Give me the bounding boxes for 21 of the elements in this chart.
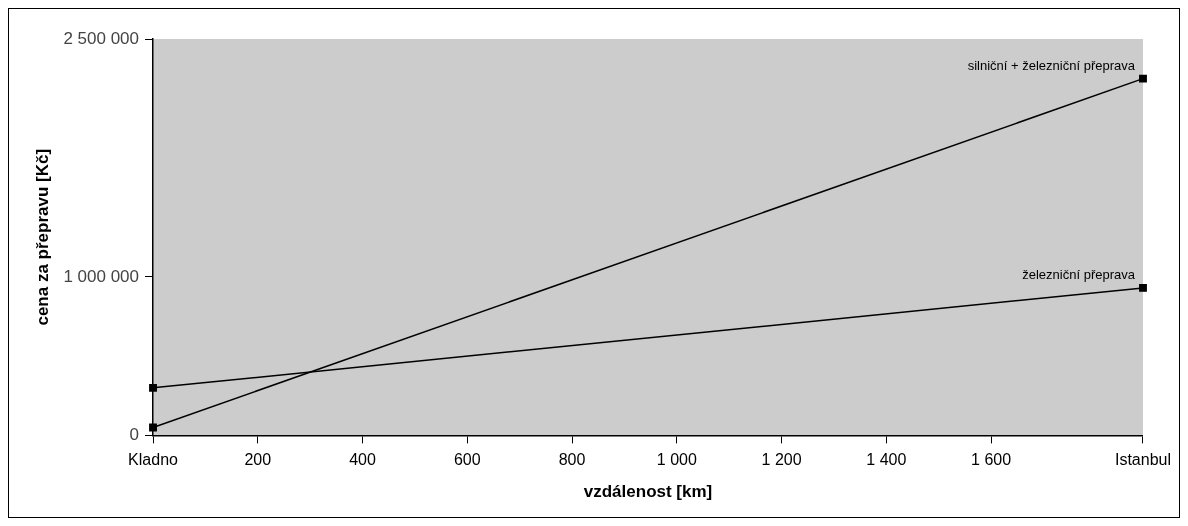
- point: [1139, 74, 1147, 83]
- series-label: železniční přeprava: [1022, 267, 1136, 283]
- y-axis-title: cena za přepravu [Kč]: [32, 148, 52, 326]
- x-tick-label: 1 400: [866, 451, 907, 469]
- y-tick-label: 1 000 000: [63, 266, 140, 286]
- x-tick-label: 400: [349, 451, 376, 469]
- x-tick-label: Istanbul: [1114, 451, 1171, 469]
- x-tick-label: 1 600: [971, 451, 1012, 469]
- point: [149, 423, 157, 432]
- y-tick-label: 2 500 000: [63, 28, 140, 48]
- x-tick-label: 1 200: [761, 451, 802, 469]
- x-tick-label: 600: [453, 451, 481, 469]
- x-tick-label: Kladno: [128, 451, 179, 469]
- x-axis-title: vzdálenost [km]: [583, 482, 713, 502]
- x-tick-label: 1 000: [656, 451, 697, 469]
- point: [149, 383, 157, 392]
- series-label: silniční + železniční přeprava: [967, 57, 1136, 73]
- y-tick-label: 0: [129, 425, 140, 445]
- x-tick-label: 200: [244, 451, 272, 469]
- x-tick-label: 800: [558, 451, 586, 469]
- point: [1139, 284, 1147, 292]
